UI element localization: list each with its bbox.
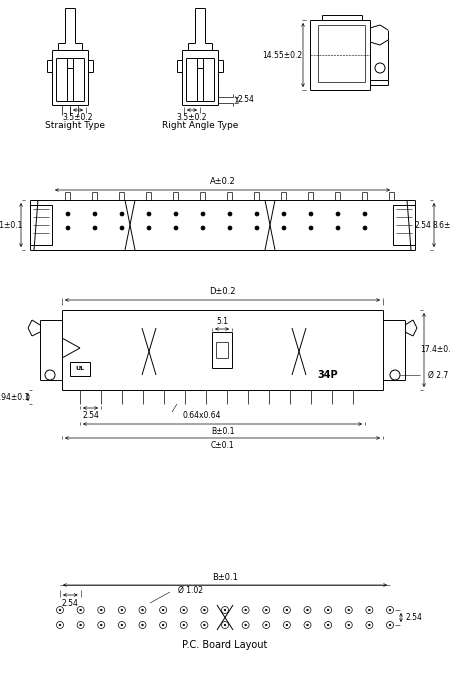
Circle shape <box>93 212 97 216</box>
Circle shape <box>147 226 151 230</box>
Text: 3.5±0.2: 3.5±0.2 <box>63 113 93 122</box>
Circle shape <box>59 624 61 626</box>
Circle shape <box>255 226 259 230</box>
Text: 6.1±0.1: 6.1±0.1 <box>0 221 23 229</box>
Circle shape <box>286 624 288 626</box>
Circle shape <box>336 212 340 216</box>
Text: 8.6±0.1: 8.6±0.1 <box>433 221 450 229</box>
Circle shape <box>66 226 70 230</box>
Text: Ø 2.7: Ø 2.7 <box>428 370 448 379</box>
Circle shape <box>266 624 267 626</box>
Circle shape <box>282 212 286 216</box>
Circle shape <box>120 212 124 216</box>
Circle shape <box>286 609 288 611</box>
Text: C±0.1: C±0.1 <box>211 442 234 451</box>
Circle shape <box>147 212 151 216</box>
Circle shape <box>348 609 350 611</box>
Circle shape <box>228 226 232 230</box>
Text: 2.94±0.1: 2.94±0.1 <box>0 392 30 401</box>
Circle shape <box>100 624 102 626</box>
Circle shape <box>224 624 226 626</box>
Bar <box>30 205 52 245</box>
Circle shape <box>203 624 205 626</box>
Circle shape <box>224 609 226 611</box>
Circle shape <box>307 624 308 626</box>
Circle shape <box>389 624 391 626</box>
Circle shape <box>307 609 308 611</box>
Circle shape <box>120 226 124 230</box>
Circle shape <box>336 226 340 230</box>
Bar <box>70 362 90 376</box>
Circle shape <box>142 624 143 626</box>
Circle shape <box>228 212 232 216</box>
Text: UL: UL <box>76 366 85 372</box>
Circle shape <box>183 609 184 611</box>
Circle shape <box>201 226 205 230</box>
Circle shape <box>174 226 178 230</box>
Text: 0.64x0.64: 0.64x0.64 <box>183 412 221 420</box>
Circle shape <box>142 609 143 611</box>
Circle shape <box>203 609 205 611</box>
Circle shape <box>162 609 164 611</box>
Text: 2.54: 2.54 <box>82 412 99 420</box>
Text: 34P: 34P <box>318 370 338 380</box>
Circle shape <box>183 624 184 626</box>
Circle shape <box>363 212 367 216</box>
Circle shape <box>93 226 97 230</box>
Text: 2.54: 2.54 <box>238 95 254 104</box>
Text: 3.5±0.2: 3.5±0.2 <box>177 113 207 122</box>
Circle shape <box>389 609 391 611</box>
Circle shape <box>369 609 370 611</box>
Circle shape <box>266 609 267 611</box>
Circle shape <box>162 624 164 626</box>
Circle shape <box>121 624 123 626</box>
Bar <box>393 205 415 245</box>
Circle shape <box>121 609 123 611</box>
Text: P.C. Board Layout: P.C. Board Layout <box>182 640 268 650</box>
Text: 17.4±0.2: 17.4±0.2 <box>420 346 450 354</box>
Circle shape <box>245 609 247 611</box>
Circle shape <box>201 212 205 216</box>
Circle shape <box>100 609 102 611</box>
Circle shape <box>255 212 259 216</box>
Text: 14.55±0.2: 14.55±0.2 <box>262 51 302 60</box>
Text: 2.54: 2.54 <box>414 221 432 229</box>
Text: D±0.2: D±0.2 <box>209 287 236 297</box>
Text: B±0.1: B±0.1 <box>212 572 238 581</box>
Text: Right Angle Type: Right Angle Type <box>162 120 238 130</box>
Circle shape <box>369 624 370 626</box>
Circle shape <box>309 226 313 230</box>
Circle shape <box>66 212 70 216</box>
Circle shape <box>327 624 329 626</box>
Circle shape <box>363 226 367 230</box>
Text: B±0.1: B±0.1 <box>211 427 234 436</box>
Text: Ø 1.02: Ø 1.02 <box>177 585 202 594</box>
Circle shape <box>327 609 329 611</box>
Text: 5.1: 5.1 <box>216 317 228 326</box>
Circle shape <box>80 609 81 611</box>
Circle shape <box>309 212 313 216</box>
Text: 2.54: 2.54 <box>62 600 79 609</box>
Text: A±0.2: A±0.2 <box>210 177 235 186</box>
Circle shape <box>80 624 81 626</box>
Circle shape <box>282 226 286 230</box>
Circle shape <box>348 624 350 626</box>
Text: 2.54: 2.54 <box>405 613 423 622</box>
Circle shape <box>245 624 247 626</box>
Text: Straight Type: Straight Type <box>45 120 105 130</box>
Circle shape <box>59 609 61 611</box>
Circle shape <box>174 212 178 216</box>
